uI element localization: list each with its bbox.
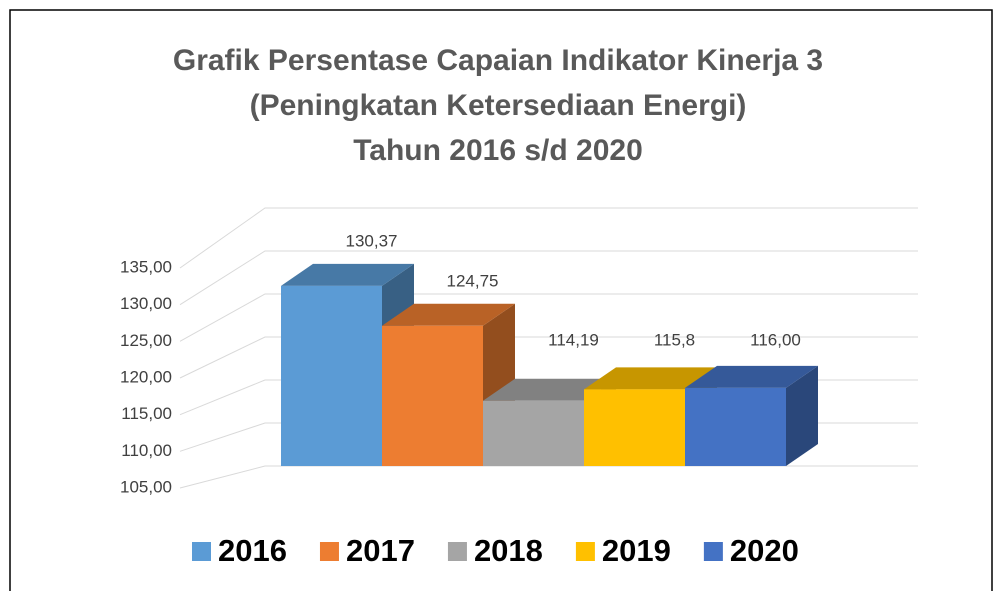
legend-swatch [575,542,595,561]
y-tick-label: 135,00 [120,257,172,276]
legend-swatch [319,542,339,561]
legend-label: 2020 [730,533,799,568]
bar [685,387,786,466]
data-label: 130,37 [346,231,398,250]
data-label: 124,75 [447,271,499,290]
bar [281,285,382,466]
legend-swatch [192,542,211,561]
grid-line [179,293,918,342]
legend-swatch [703,542,723,561]
y-tick-label: 120,00 [120,367,172,386]
data-label: 114,19 [548,330,599,349]
y-tick-label: 105,00 [120,477,172,496]
grid-line [179,250,918,306]
bar-top [483,378,616,401]
chart-title: (Peningkatan Ketersediaan Energi) [250,89,747,122]
bar-top [584,367,717,390]
legend-label: 2016 [218,533,287,568]
y-tick-label: 130,00 [120,294,172,313]
legend-label: 2019 [602,533,671,568]
bar [584,389,685,466]
legend-swatch [447,542,467,561]
grid-line [179,336,918,379]
grid-line [179,207,918,269]
chart-frame [9,9,993,591]
y-tick-label: 115,00 [121,404,172,423]
legend-label: 2018 [474,533,543,568]
bar-top [382,303,515,326]
data-label: 115,8 [654,330,695,349]
chart-title: Grafik Persentase Capaian Indikator Kine… [173,44,823,77]
bar [483,400,584,466]
chart-title: Tahun 2016 s/d 2020 [353,134,643,167]
y-tick-label: 125,00 [120,331,172,350]
bar [382,325,483,466]
y-tick-label: 110,00 [121,441,172,460]
bar-side [786,365,818,466]
data-label: 116,00 [750,330,801,349]
bar-top [281,263,414,286]
bar-top [685,365,818,388]
legend-label: 2017 [346,533,415,568]
